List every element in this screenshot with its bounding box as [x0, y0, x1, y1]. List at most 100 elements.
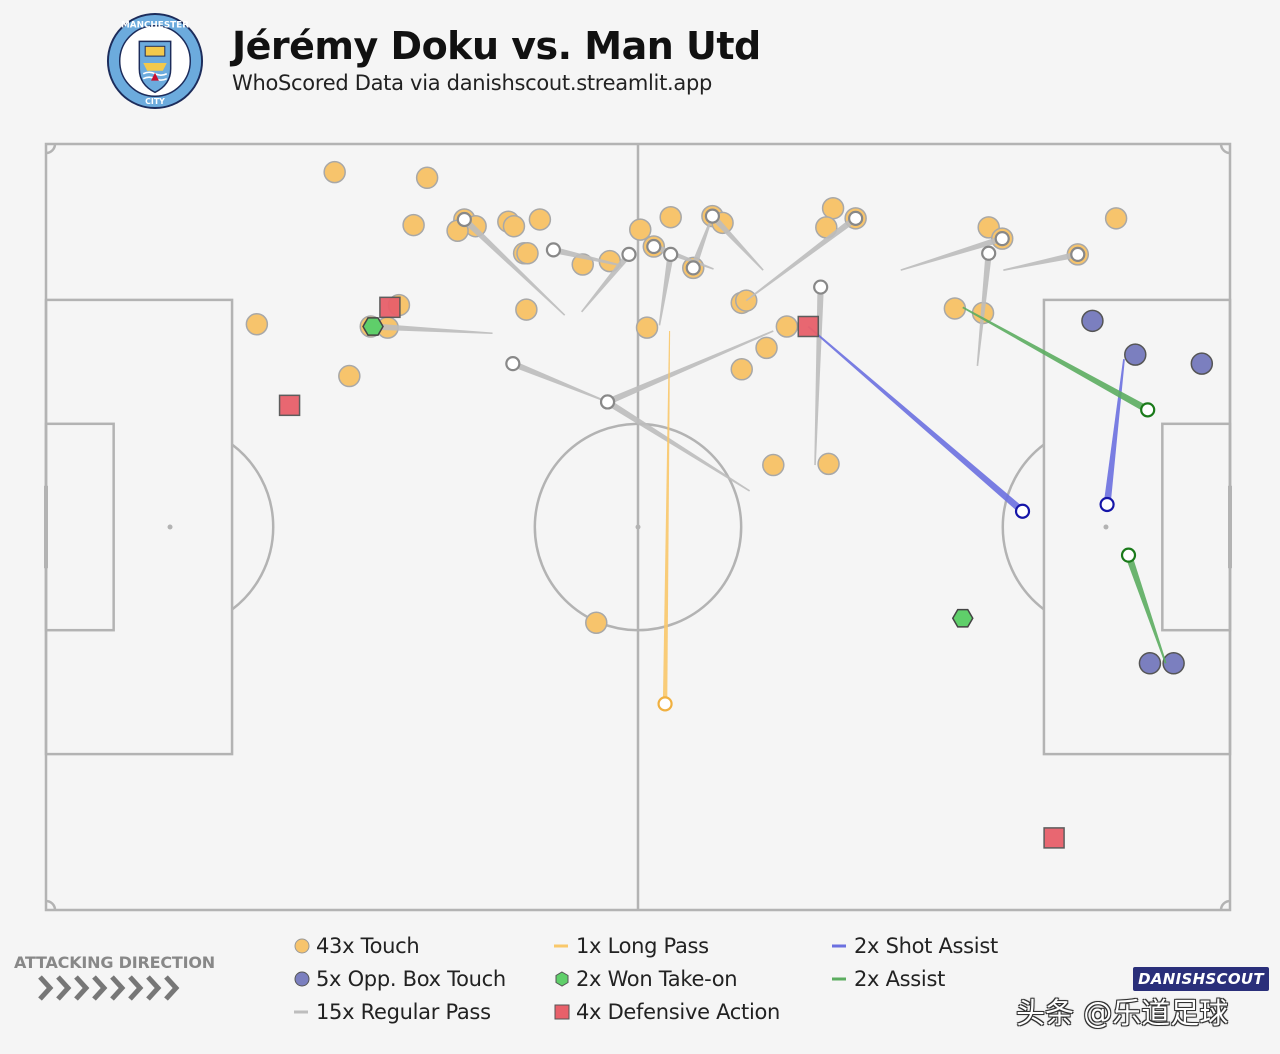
touch-point — [735, 289, 758, 312]
regular-pass-origin — [663, 246, 679, 262]
regular-pass-origin — [704, 208, 721, 224]
touch-marker-icon — [290, 933, 316, 959]
regular-pass-line — [900, 235, 1004, 271]
opp-box-touch-series — [1081, 309, 1214, 675]
corner-arc — [45, 899, 57, 911]
touch-point — [629, 218, 652, 241]
shot-assist-line-icon — [828, 933, 854, 959]
regular-pass-line-icon — [290, 999, 316, 1025]
assist-line — [1125, 554, 1167, 664]
legend-touch-label: 43x Touch — [316, 934, 420, 958]
regular-pass-line — [658, 253, 674, 326]
legend-defensive-action-label: 4x Defensive Action — [576, 1000, 781, 1024]
left-penalty-spot — [167, 524, 173, 530]
won-take-on-point — [951, 608, 974, 628]
touch-point — [323, 160, 346, 184]
long-pass-origin — [657, 696, 673, 712]
regular-pass-line — [552, 246, 623, 267]
regular-pass-origin — [621, 246, 637, 262]
legend-defensive-action: 4x Defensive Action — [550, 999, 780, 1025]
defensive-action-series — [278, 296, 1065, 849]
legend-won-take-on-label: 2x Won Take-on — [576, 967, 738, 991]
opp-box-touch-point — [1081, 309, 1104, 333]
opp-box-touch-marker-icon — [290, 966, 316, 992]
legend-assist: 2x Assist — [828, 966, 945, 992]
pitch-chart — [44, 142, 1232, 912]
opp-box-touch-point — [1138, 652, 1162, 675]
defensive-action-point — [1043, 827, 1065, 849]
shot-assist-line — [807, 325, 1025, 514]
attacking-direction-arrow-icon — [38, 975, 180, 1001]
touch-point — [1104, 207, 1128, 230]
regular-pass-origin — [599, 394, 616, 410]
legend-opp-box-touch-label: 5x Opp. Box Touch — [316, 967, 506, 991]
legend-assist-label: 2x Assist — [854, 967, 946, 991]
regular-pass-line — [745, 215, 858, 302]
corner-arc — [45, 143, 57, 155]
regular-pass-line — [462, 217, 566, 316]
pitch-markings — [44, 142, 1232, 912]
touch-point — [943, 297, 967, 320]
regular-pass-origin — [545, 242, 562, 258]
regular-pass-line — [1003, 251, 1079, 271]
opp-box-touch-point — [1162, 652, 1185, 675]
regular-pass-origin — [813, 279, 829, 295]
long-pass-line-icon — [550, 933, 576, 959]
regular-pass-line — [976, 252, 992, 366]
legend-opp-box-touch: 5x Opp. Box Touch — [290, 966, 506, 992]
assist-line-icon — [828, 966, 854, 992]
touch-point — [528, 208, 552, 231]
opp-box-touch-point — [1124, 343, 1147, 366]
regular-pass-origin — [1070, 246, 1086, 262]
touch-point — [515, 298, 538, 321]
regular-pass-line — [370, 323, 493, 335]
touch-point — [516, 242, 539, 265]
regular-pass-line — [710, 213, 764, 271]
legend-regular-pass: 15x Regular Pass — [290, 999, 491, 1025]
regular-pass-origin — [505, 356, 521, 372]
regular-pass-line — [690, 212, 715, 270]
left-goal — [44, 485, 48, 569]
left-six-yard-box — [44, 422, 115, 632]
touch-point — [817, 452, 840, 476]
touch-point — [338, 364, 361, 388]
shot-assist-line — [1103, 359, 1125, 505]
regular-pass-origin — [456, 211, 472, 228]
won-take-on-marker-icon — [550, 966, 576, 992]
crest-text-top: MANCHESTER — [121, 21, 189, 31]
assist-origin — [1140, 402, 1156, 418]
legend-regular-pass-label: 15x Regular Pass — [316, 1000, 491, 1024]
touch-point — [502, 214, 526, 238]
corner-arc — [1219, 899, 1231, 911]
regular-pass-line — [581, 252, 632, 313]
won-take-on-series — [362, 317, 974, 628]
opp-box-touch-point — [1190, 352, 1214, 375]
regular-pass-line — [511, 360, 608, 403]
long-pass-line — [662, 330, 671, 704]
page-title: Jérémy Doku vs. Man Utd — [232, 24, 761, 68]
regular-pass-origin — [646, 238, 662, 255]
shot-assist-origin — [1099, 496, 1115, 513]
defensive-action-point — [278, 394, 301, 417]
regular-pass-origin — [981, 245, 997, 261]
left-penalty-arc — [231, 443, 275, 611]
right-goal — [1228, 485, 1232, 569]
touch-point — [635, 316, 659, 339]
long-pass-series — [657, 330, 673, 712]
crest-text-bottom: CITY — [145, 97, 165, 106]
shot-assist-origin — [1014, 503, 1031, 519]
assist-line — [962, 306, 1150, 413]
touch-point — [755, 336, 778, 360]
touch-point — [415, 166, 439, 190]
touch-point — [585, 611, 608, 634]
shot-assist-series — [807, 325, 1125, 519]
manchester-city-crest-icon: MANCHESTER CITY — [106, 12, 204, 110]
brand-logo: DANISHSCOUT — [1133, 967, 1269, 991]
right-penalty-spot — [1103, 524, 1109, 530]
right-six-yard-box — [1161, 422, 1232, 632]
touch-point — [659, 205, 682, 229]
right-penalty-arc — [1001, 443, 1045, 611]
touch-point — [762, 453, 785, 477]
assist-origin — [1120, 547, 1137, 563]
defensive-action-point — [797, 315, 820, 338]
